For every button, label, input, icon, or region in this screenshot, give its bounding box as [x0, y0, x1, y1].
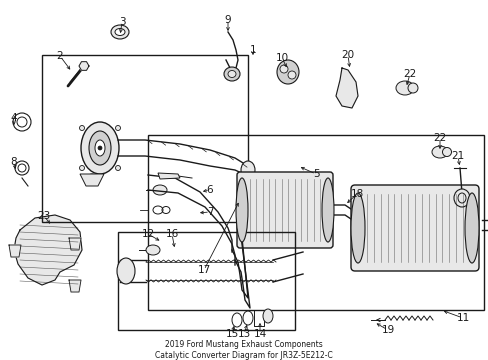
Text: 20: 20 — [341, 50, 354, 60]
Ellipse shape — [431, 146, 447, 158]
FancyBboxPatch shape — [350, 185, 478, 271]
Ellipse shape — [81, 122, 119, 174]
Text: 14: 14 — [253, 329, 266, 339]
Text: 7: 7 — [206, 207, 213, 217]
Polygon shape — [158, 173, 180, 179]
Text: 12: 12 — [141, 229, 154, 239]
FancyBboxPatch shape — [237, 172, 332, 248]
Ellipse shape — [111, 25, 129, 39]
Text: 11: 11 — [455, 313, 468, 323]
Ellipse shape — [224, 67, 240, 81]
Ellipse shape — [395, 81, 413, 95]
Text: 23: 23 — [37, 211, 51, 221]
Text: 22: 22 — [403, 69, 416, 79]
Ellipse shape — [227, 71, 236, 77]
Ellipse shape — [321, 178, 333, 242]
Ellipse shape — [263, 309, 272, 323]
Text: 13: 13 — [237, 329, 250, 339]
Polygon shape — [14, 215, 82, 285]
Ellipse shape — [117, 258, 135, 284]
Ellipse shape — [153, 185, 167, 195]
Text: 5: 5 — [312, 169, 319, 179]
Ellipse shape — [350, 193, 364, 263]
Ellipse shape — [146, 245, 160, 255]
Polygon shape — [80, 174, 104, 186]
Text: 9: 9 — [224, 15, 231, 25]
Text: 22: 22 — [432, 133, 446, 143]
Ellipse shape — [464, 193, 478, 263]
Text: 3: 3 — [119, 17, 125, 27]
Ellipse shape — [115, 126, 120, 130]
Text: 1: 1 — [249, 45, 256, 55]
Text: 2019 Ford Mustang Exhaust Components
Catalytic Converter Diagram for JR3Z-5E212-: 2019 Ford Mustang Exhaust Components Cat… — [155, 340, 332, 360]
Ellipse shape — [442, 148, 450, 157]
Ellipse shape — [453, 189, 469, 207]
Text: 15: 15 — [225, 329, 238, 339]
Ellipse shape — [276, 60, 298, 84]
Ellipse shape — [98, 146, 102, 150]
Polygon shape — [69, 280, 81, 292]
Ellipse shape — [407, 83, 417, 93]
Ellipse shape — [80, 126, 84, 130]
Text: 4: 4 — [11, 113, 17, 123]
Text: 19: 19 — [381, 325, 394, 335]
Text: 8: 8 — [11, 157, 17, 167]
Polygon shape — [79, 62, 89, 70]
Text: 17: 17 — [197, 265, 210, 275]
Ellipse shape — [287, 71, 295, 79]
Text: 2: 2 — [57, 51, 63, 61]
Ellipse shape — [115, 28, 125, 36]
Ellipse shape — [89, 131, 111, 165]
Ellipse shape — [95, 140, 105, 156]
Ellipse shape — [115, 166, 120, 171]
Ellipse shape — [280, 65, 287, 73]
Ellipse shape — [236, 178, 247, 242]
Polygon shape — [335, 68, 357, 108]
Ellipse shape — [241, 161, 254, 179]
Ellipse shape — [80, 166, 84, 171]
Text: 6: 6 — [206, 185, 213, 195]
Text: 21: 21 — [450, 151, 464, 161]
Text: 18: 18 — [350, 189, 363, 199]
Text: 16: 16 — [165, 229, 178, 239]
Text: 10: 10 — [275, 53, 288, 63]
Ellipse shape — [87, 174, 97, 182]
Polygon shape — [69, 238, 81, 250]
Polygon shape — [9, 245, 21, 257]
